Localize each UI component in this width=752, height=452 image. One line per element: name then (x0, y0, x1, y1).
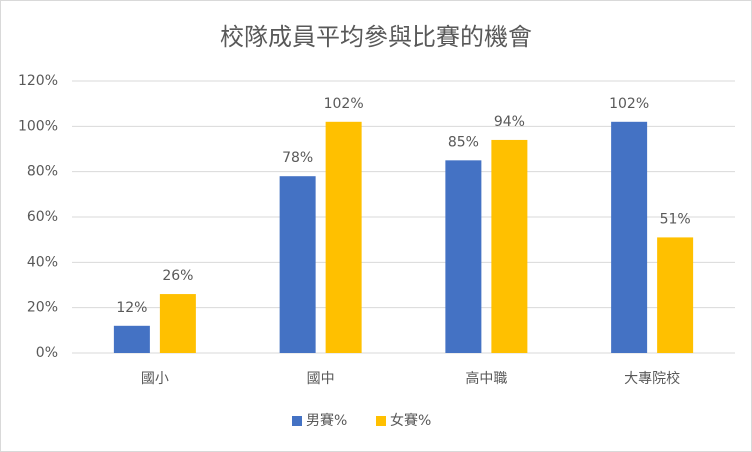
data-label: 102% (609, 96, 649, 112)
bar (325, 121, 362, 353)
bar (159, 294, 196, 353)
bar (491, 139, 528, 353)
x-tick-label: 國小 (141, 371, 169, 387)
y-tick-label: 60% (27, 209, 58, 225)
legend-swatch (292, 416, 302, 426)
legend-label: 男賽% (306, 412, 347, 429)
bar (279, 176, 316, 353)
chart-title: 校隊成員平均參與比賽的機會 (220, 23, 532, 51)
x-tick-label: 大專院校 (624, 370, 680, 387)
y-tick-label: 120% (18, 73, 58, 89)
legend-label: 女賽% (390, 412, 431, 429)
x-tick-label: 高中職 (465, 370, 507, 387)
y-tick-label: 40% (27, 254, 58, 270)
legend-swatch (376, 416, 386, 426)
y-tick-label: 20% (27, 300, 58, 316)
y-tick-label: 100% (18, 118, 58, 134)
data-label: 102% (324, 96, 364, 112)
data-label: 78% (282, 150, 313, 166)
data-label: 12% (116, 300, 147, 316)
bar (611, 121, 648, 353)
y-tick-label: 0% (36, 345, 58, 361)
data-label: 94% (494, 114, 525, 130)
bar (657, 237, 694, 353)
data-label: 51% (660, 211, 691, 227)
x-tick-label: 國中 (307, 371, 335, 387)
bar (445, 160, 482, 353)
data-label: 26% (162, 268, 193, 284)
y-tick-label: 80% (27, 164, 58, 180)
data-label: 85% (448, 134, 479, 150)
bar (113, 325, 150, 353)
